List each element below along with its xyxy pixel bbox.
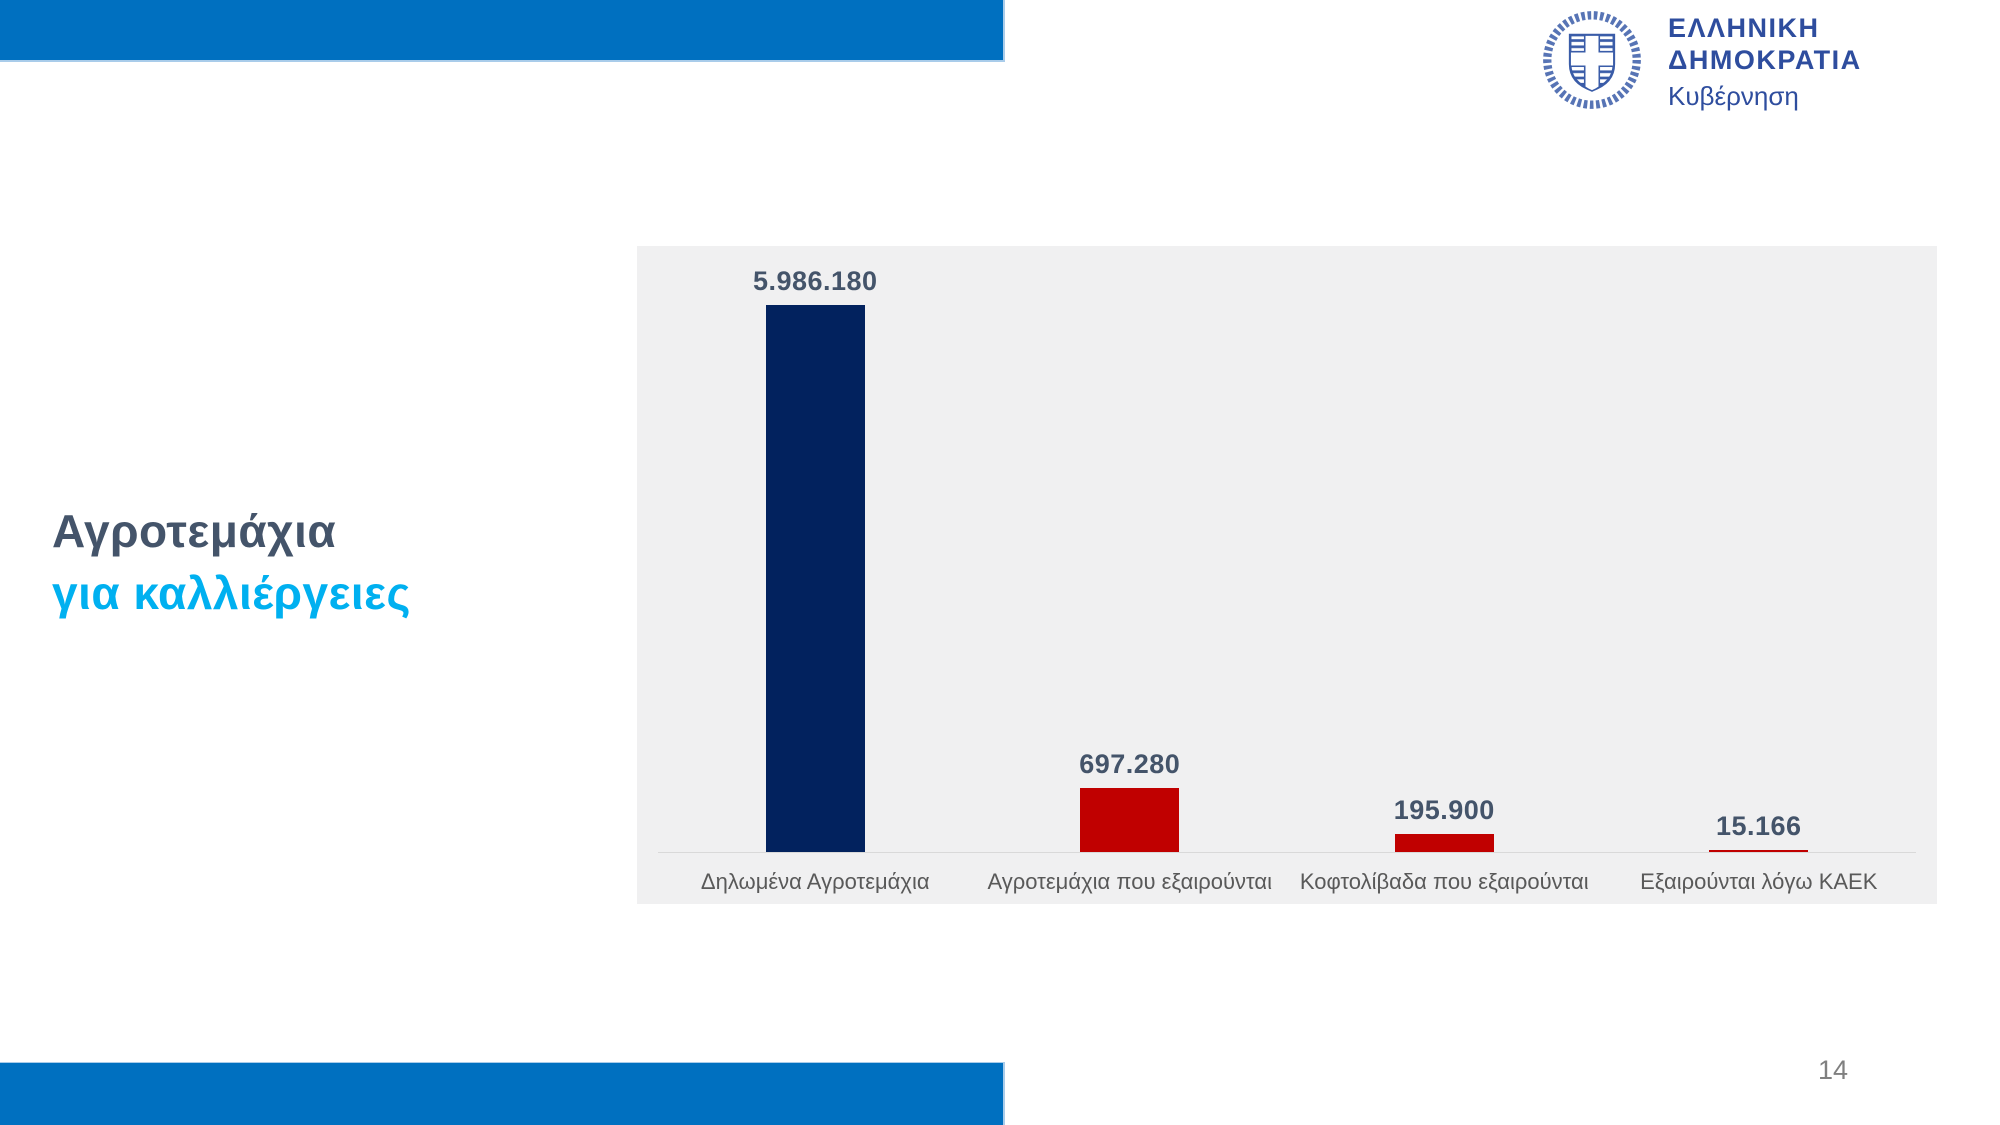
- category-label: Αγροτεμάχια που εξαιρούνται: [987, 869, 1273, 894]
- government-logo: ΕΛΛΗΝΙΚΗ ΔΗΜΟΚΡΑΤΙΑ Κυβέρνηση: [1540, 8, 2000, 117]
- bar-value-label: 195.900: [1393, 795, 1495, 825]
- bar: [1394, 834, 1494, 852]
- x-axis-line: [658, 852, 1916, 853]
- top-accent-band: [0, 0, 1005, 62]
- bottom-accent-band: [0, 1062, 1005, 1125]
- bar-column-4: 15.166: [1602, 246, 1917, 852]
- bar-chart-panel: 5.986.180 697.280 195.900 15.166 Δηλωμένα Α…: [637, 246, 1937, 904]
- bar-value-label: 697.280: [1079, 749, 1181, 779]
- slide-title: Αγροτεμάχια για καλλιέργειες: [52, 500, 411, 624]
- logo-sub-name: Κυβέρνηση: [1668, 80, 1799, 111]
- slide-title-line2: για καλλιέργειες: [52, 567, 411, 619]
- bar-column-2: 697.280: [973, 246, 1288, 852]
- bar-value-label: 15.166: [1715, 811, 1802, 841]
- bar-column-1: 5.986.180: [658, 246, 973, 852]
- bar-value-label: 5.986.180: [752, 266, 878, 296]
- greek-republic-coat-of-arms-icon: [1540, 8, 1644, 117]
- bar: [1080, 788, 1180, 852]
- bar: [765, 305, 865, 852]
- bar-column-3: 195.900: [1287, 246, 1602, 852]
- x-axis-category-labels: Δηλωμένα Αγροτεμάχια Αγροτεμάχια που εξαι…: [658, 853, 1916, 895]
- slide-title-line1: Αγροτεμάχια: [52, 505, 337, 557]
- logo-org-name: ΕΛΛΗΝΙΚΗ ΔΗΜΟΚΡΑΤΙΑ: [1668, 13, 1862, 75]
- page-number: 14: [1818, 1055, 1849, 1085]
- category-label: Κοφτολίβαδα που εξαιρούνται: [1299, 869, 1589, 894]
- bar-chart-plot-area: 5.986.180 697.280 195.900 15.166: [658, 246, 1916, 852]
- category-label: Δηλωμένα Αγροτεμάχια: [700, 869, 930, 894]
- bar: [1709, 850, 1809, 852]
- category-label: Εξαιρούνται λόγω ΚΑΕΚ: [1640, 869, 1878, 894]
